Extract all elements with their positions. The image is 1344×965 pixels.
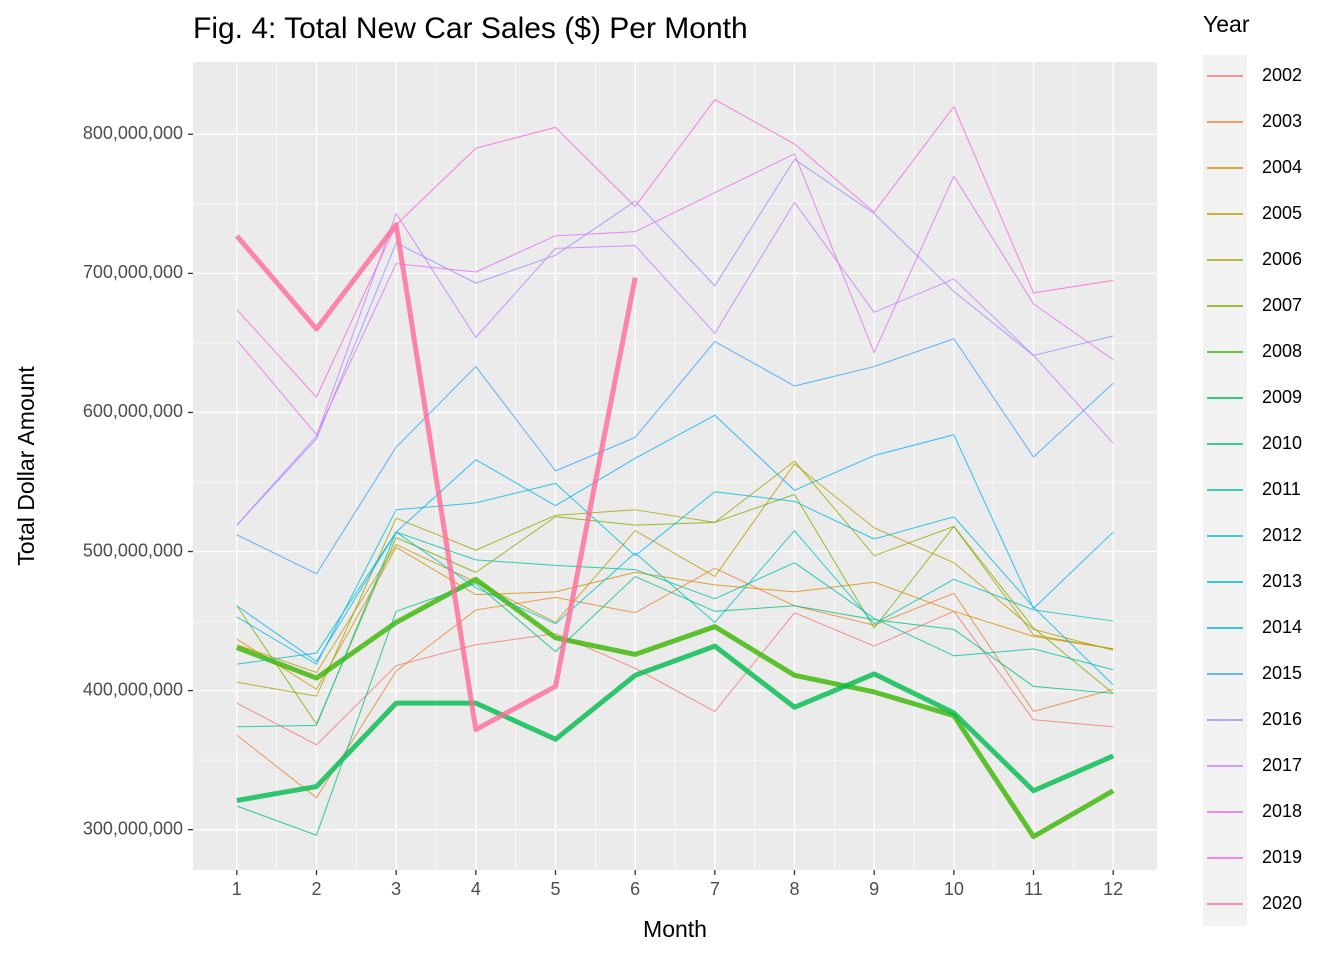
y-tick-label: 500,000,000: [83, 540, 183, 560]
x-tick-label: 6: [630, 879, 640, 899]
series-line: [236, 482, 1114, 686]
legend-title: Year: [1203, 11, 1250, 37]
x-axis-title: Month: [643, 916, 707, 942]
series-line: [236, 99, 1114, 398]
legend-label: 2003: [1262, 111, 1302, 131]
legend-label: 2007: [1262, 295, 1302, 315]
series-line: [236, 158, 1114, 526]
legend-label: 2012: [1262, 525, 1302, 545]
x-tick-label: 9: [869, 879, 879, 899]
legend-label: 2018: [1262, 801, 1302, 821]
x-tick-label: 8: [789, 879, 799, 899]
chart-title: Fig. 4: Total New Car Sales ($) Per Mont…: [193, 12, 748, 45]
y-axis-title: Total Dollar Amount: [13, 366, 39, 566]
series-line: [236, 414, 1114, 662]
x-tick-label: 7: [710, 879, 720, 899]
legend-label: 2009: [1262, 387, 1302, 407]
legend-label: 2019: [1262, 847, 1302, 867]
x-tick-label: 2: [311, 879, 321, 899]
series-line: [236, 567, 1114, 799]
y-tick-label: 800,000,000: [83, 123, 183, 143]
legend-label: 2006: [1262, 249, 1302, 269]
legend-label: 2014: [1262, 617, 1302, 637]
legend-label: 2017: [1262, 755, 1302, 775]
x-tick-label: 4: [471, 879, 481, 899]
legend-label: 2020: [1262, 893, 1302, 913]
series-line: [236, 610, 1114, 746]
y-tick-label: 400,000,000: [83, 679, 183, 699]
series-line: [236, 530, 1114, 665]
y-tick-label: 300,000,000: [83, 818, 183, 838]
y-tick-label: 600,000,000: [83, 401, 183, 421]
series-line: [236, 153, 1114, 436]
x-tick-label: 10: [944, 879, 964, 899]
y-tick-label: 700,000,000: [83, 262, 183, 282]
x-tick-label: 3: [391, 879, 401, 899]
series-line: [234, 222, 638, 733]
series-line: [236, 463, 1114, 674]
x-tick-label: 11: [1024, 879, 1043, 899]
legend-label: 2008: [1262, 341, 1302, 361]
series-line: [236, 338, 1114, 575]
legend-label: 2013: [1262, 571, 1302, 591]
series-line: [236, 576, 1114, 836]
series-line: [236, 546, 1114, 690]
series-line: [236, 531, 1114, 728]
legend-label: 2005: [1262, 203, 1302, 223]
series-line: [236, 460, 1114, 697]
series-line: [236, 201, 1114, 526]
series-line: [236, 643, 1115, 803]
x-tick-label: 12: [1103, 879, 1123, 899]
legend-label: 2011: [1262, 479, 1301, 499]
legend-label: 2010: [1262, 433, 1302, 453]
legend-label: 2016: [1262, 709, 1302, 729]
legend-label: 2002: [1262, 65, 1302, 85]
legend-label: 2004: [1262, 157, 1302, 177]
series-line: [235, 576, 1115, 840]
x-tick-label: 1: [232, 879, 242, 899]
x-tick-label: 5: [550, 879, 560, 899]
legend-label: 2015: [1262, 663, 1302, 683]
